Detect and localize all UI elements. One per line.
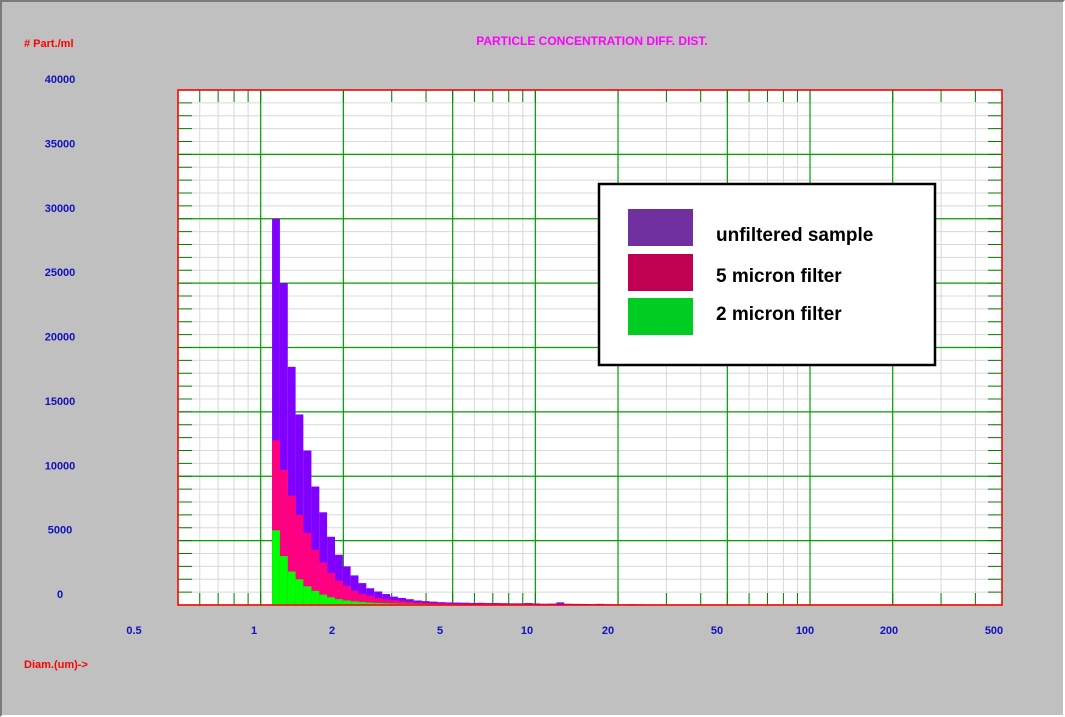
bar-5-micron [295, 514, 304, 605]
bar-2-micron [382, 603, 391, 605]
bar-unfiltered [311, 486, 320, 605]
y-axis-label: # Part./ml [24, 38, 74, 50]
legend-swatch-2-micron [628, 298, 693, 335]
y-tick-label: 10000 [45, 460, 76, 472]
legend-swatch-5-micron [628, 254, 693, 291]
bar-unfiltered [319, 512, 328, 605]
plot-border [177, 89, 1003, 606]
legend-label-unfiltered: unfiltered sample [716, 225, 873, 246]
bar-5-micron [287, 495, 296, 605]
bar-2-micron [358, 602, 367, 605]
bar-unfiltered [524, 603, 533, 605]
x-tick-label: 100 [796, 625, 814, 637]
bar-2-micron [295, 579, 304, 605]
y-tick-label: 20000 [45, 332, 76, 344]
bar-unfiltered [303, 450, 312, 605]
bar-unfiltered [335, 554, 343, 605]
x-tick-label: 0.5 [126, 625, 141, 637]
bar-5-micron [382, 599, 391, 605]
bar-2-micron [390, 603, 398, 605]
legend-swatch-unfiltered [628, 209, 693, 246]
y-tick-label: 0 [57, 589, 63, 601]
chart-title: PARTICLE CONCENTRATION DIFF. DIST. [476, 34, 708, 48]
bar-2-micron [342, 600, 351, 605]
bar-5-micron [397, 601, 406, 605]
bar-unfiltered [295, 414, 304, 605]
bar-unfiltered [350, 575, 359, 605]
bar-2-micron [366, 602, 375, 605]
bar-5-micron [327, 572, 336, 605]
bar-5-micron [358, 594, 367, 605]
bar-2-micron [279, 556, 288, 605]
bar-2-micron [327, 597, 336, 605]
x-tick-label: 20 [602, 625, 614, 637]
bar-unfiltered [508, 603, 517, 605]
bar-5-micron [342, 585, 351, 605]
x-tick-label: 5 [437, 625, 443, 637]
bar-5-micron [279, 469, 288, 605]
bar-2-micron [350, 601, 359, 605]
x-axis-label: Diam.(um)-> [24, 659, 88, 671]
bar-2-micron [272, 530, 280, 605]
y-tick-labels: 40000 35000 30000 25000 20000 15000 10000 5000 0 [45, 74, 76, 601]
bar-2-micron [303, 586, 312, 605]
bar-5-micron [405, 601, 414, 605]
bar-unfiltered [287, 366, 296, 605]
bar-5-micron [335, 580, 343, 605]
bar-5-micron [421, 602, 430, 605]
y-tick-label: 25000 [45, 267, 76, 279]
legend-label-5-micron: 5 micron filter [716, 266, 842, 287]
bar-5-micron [311, 549, 320, 605]
bar-2-micron [335, 599, 343, 605]
bar-unfiltered [532, 603, 541, 605]
y-tick-label: 15000 [45, 396, 76, 408]
bar-unfiltered [272, 218, 280, 605]
x-tick-label: 1 [251, 625, 257, 637]
bar-unfiltered [279, 283, 288, 605]
bar-5-micron [429, 603, 438, 605]
legend: unfiltered sample 5 micron filter 2 micr… [597, 182, 937, 367]
bar-unfiltered [516, 603, 525, 605]
bar-2-micron [374, 602, 383, 605]
bar-5-micron [350, 590, 359, 605]
bar-unfiltered [327, 536, 336, 605]
bar-5-micron [319, 562, 328, 605]
bar-2-micron [287, 571, 296, 605]
x-tick-label: 500 [985, 625, 1003, 637]
legend-label-2-micron: 2 micron filter [716, 304, 842, 325]
y-tick-label: 5000 [48, 525, 72, 537]
y-tick-label: 35000 [45, 138, 76, 150]
bar-unfiltered [556, 602, 565, 605]
bar-5-micron [303, 532, 312, 605]
bar-5-micron [437, 603, 446, 605]
x-tick-label: 200 [880, 625, 898, 637]
bar-2-micron [319, 594, 328, 605]
histogram-bars [272, 218, 739, 605]
bar-5-micron [390, 600, 398, 605]
bar-5-micron [374, 597, 383, 605]
x-tick-label: 10 [521, 625, 533, 637]
bar-5-micron [272, 440, 280, 605]
bar-2-micron [311, 590, 320, 605]
y-tick-label: 40000 [45, 74, 76, 86]
x-tick-label: 2 [329, 625, 335, 637]
x-tick-labels: 0.5 1 2 5 10 20 50 100 200 500 [126, 625, 1003, 637]
bar-5-micron [413, 602, 422, 605]
y-tick-label: 30000 [45, 203, 76, 215]
bar-5-micron [366, 595, 375, 605]
x-tick-label: 50 [711, 625, 723, 637]
